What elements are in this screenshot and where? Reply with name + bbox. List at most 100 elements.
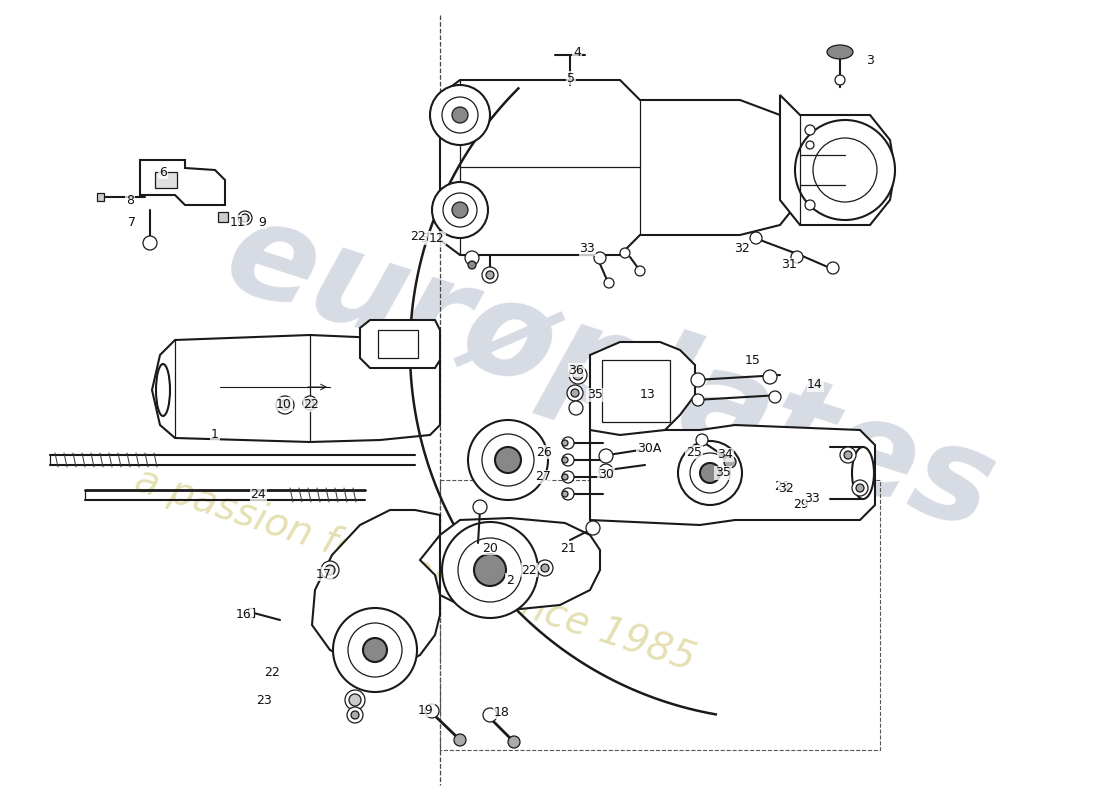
- Circle shape: [562, 457, 568, 463]
- Circle shape: [351, 711, 359, 719]
- Circle shape: [465, 251, 478, 265]
- Circle shape: [763, 370, 777, 384]
- Text: 13: 13: [640, 387, 656, 401]
- Text: 11: 11: [230, 215, 246, 229]
- Circle shape: [473, 500, 487, 514]
- Circle shape: [349, 694, 361, 706]
- Polygon shape: [152, 335, 440, 442]
- Polygon shape: [440, 80, 800, 255]
- Polygon shape: [780, 95, 895, 225]
- Polygon shape: [590, 425, 874, 525]
- Polygon shape: [140, 160, 225, 205]
- Text: 9: 9: [258, 215, 266, 229]
- Circle shape: [586, 521, 600, 535]
- Text: 22: 22: [264, 666, 279, 678]
- Text: 23: 23: [256, 694, 272, 706]
- Circle shape: [280, 400, 290, 410]
- Text: 14: 14: [807, 378, 823, 391]
- Circle shape: [454, 734, 466, 746]
- Text: 36: 36: [568, 363, 584, 377]
- Bar: [440, 480, 880, 750]
- Circle shape: [600, 449, 613, 463]
- Text: 1: 1: [211, 429, 219, 442]
- Polygon shape: [440, 518, 600, 610]
- Circle shape: [844, 451, 852, 459]
- Text: 30A: 30A: [637, 442, 661, 454]
- Ellipse shape: [156, 364, 170, 416]
- Circle shape: [806, 141, 814, 149]
- Circle shape: [791, 251, 803, 263]
- Text: 26: 26: [536, 446, 552, 458]
- Circle shape: [852, 480, 868, 496]
- Circle shape: [241, 214, 249, 222]
- Bar: [378, 330, 418, 358]
- Circle shape: [306, 399, 313, 407]
- Text: 10: 10: [276, 398, 292, 410]
- Circle shape: [468, 420, 548, 500]
- Text: 8: 8: [126, 194, 134, 206]
- Circle shape: [620, 248, 630, 258]
- Circle shape: [452, 202, 468, 218]
- Circle shape: [363, 638, 387, 662]
- Text: 35: 35: [587, 389, 603, 402]
- Text: 7: 7: [128, 215, 136, 229]
- Circle shape: [691, 373, 705, 387]
- Text: 12: 12: [429, 231, 444, 245]
- Bar: [602, 360, 670, 422]
- Circle shape: [594, 252, 606, 264]
- Circle shape: [562, 437, 574, 449]
- Circle shape: [569, 366, 587, 384]
- Circle shape: [696, 434, 708, 446]
- Circle shape: [430, 85, 490, 145]
- Circle shape: [442, 97, 478, 133]
- Text: 31: 31: [781, 258, 796, 271]
- Circle shape: [856, 484, 864, 492]
- Circle shape: [443, 193, 477, 227]
- Circle shape: [537, 560, 553, 576]
- Text: 6: 6: [160, 166, 167, 178]
- Circle shape: [750, 232, 762, 244]
- Text: 21: 21: [560, 542, 576, 554]
- Circle shape: [562, 471, 574, 483]
- Circle shape: [573, 370, 583, 380]
- Circle shape: [324, 565, 336, 575]
- Circle shape: [690, 453, 730, 493]
- Circle shape: [566, 385, 583, 401]
- Text: 22: 22: [410, 230, 426, 242]
- Circle shape: [769, 391, 781, 403]
- Text: 32: 32: [734, 242, 750, 254]
- Circle shape: [795, 120, 895, 220]
- Ellipse shape: [827, 45, 853, 59]
- Text: 5: 5: [566, 71, 575, 85]
- Circle shape: [692, 394, 704, 406]
- Circle shape: [483, 708, 497, 722]
- Circle shape: [562, 491, 568, 497]
- Circle shape: [562, 440, 568, 446]
- Text: 25: 25: [686, 446, 702, 458]
- Text: 33: 33: [579, 242, 595, 255]
- Polygon shape: [312, 510, 440, 668]
- Text: 2: 2: [506, 574, 514, 586]
- Text: 34: 34: [717, 449, 733, 462]
- Text: 29: 29: [793, 498, 808, 510]
- Circle shape: [482, 267, 498, 283]
- Circle shape: [571, 389, 579, 397]
- Circle shape: [276, 396, 294, 414]
- Text: 16: 16: [236, 607, 252, 621]
- Circle shape: [805, 200, 815, 210]
- Circle shape: [302, 396, 317, 410]
- Circle shape: [678, 441, 743, 505]
- Text: 15: 15: [745, 354, 761, 366]
- Circle shape: [835, 75, 845, 85]
- Circle shape: [562, 454, 574, 466]
- Circle shape: [346, 707, 363, 723]
- Polygon shape: [590, 342, 695, 435]
- Circle shape: [604, 278, 614, 288]
- Text: 4: 4: [573, 46, 581, 58]
- Text: 32: 32: [778, 482, 794, 494]
- Circle shape: [458, 538, 522, 602]
- Circle shape: [600, 464, 613, 478]
- Circle shape: [482, 434, 534, 486]
- Circle shape: [562, 488, 574, 500]
- Circle shape: [724, 456, 736, 468]
